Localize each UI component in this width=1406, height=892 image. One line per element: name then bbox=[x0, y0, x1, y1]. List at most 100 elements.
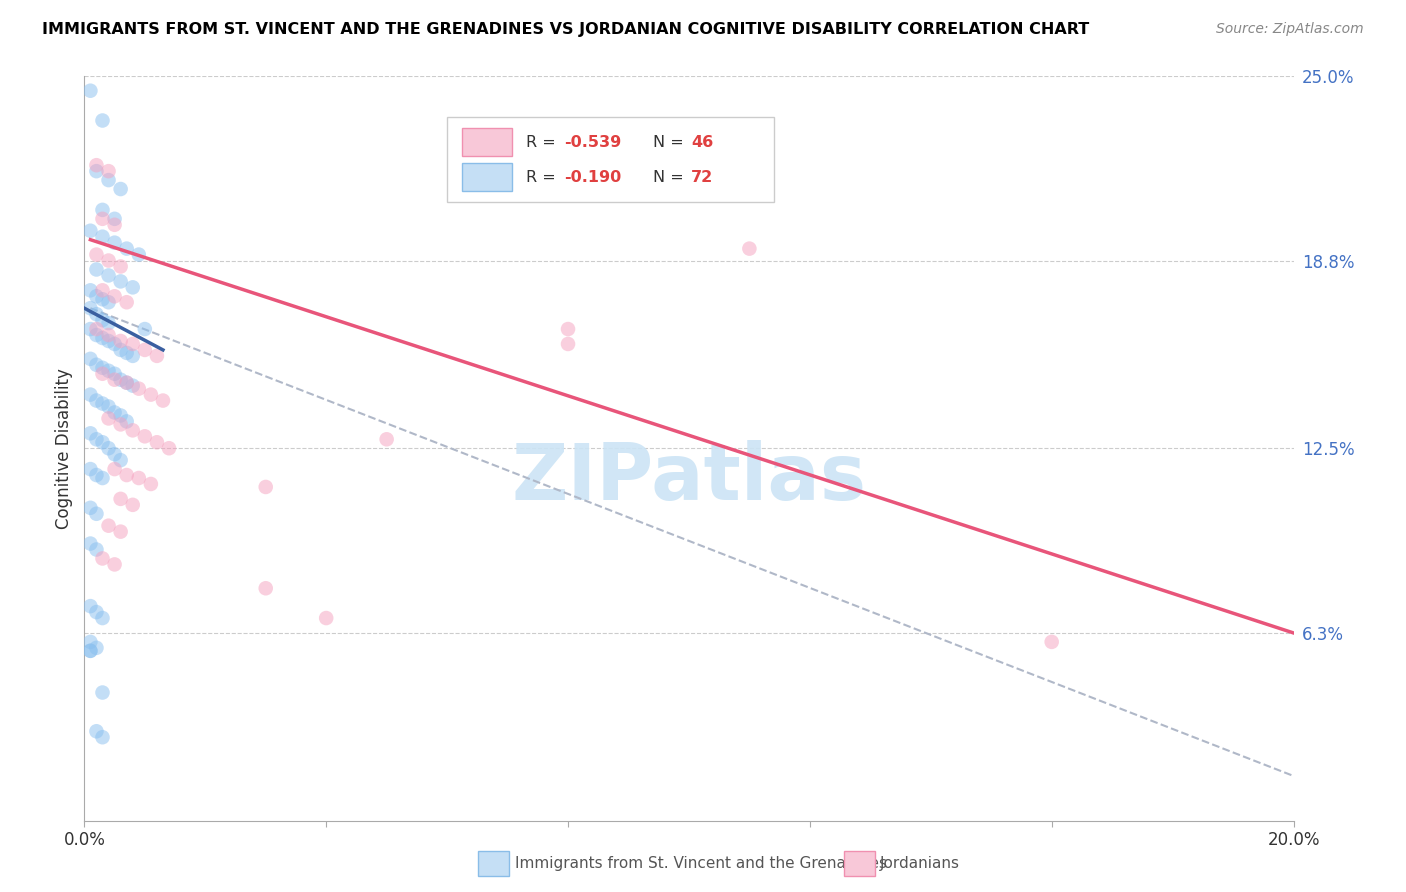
Point bbox=[104, 558, 127, 572]
Point bbox=[110, 409, 132, 423]
Point bbox=[91, 229, 114, 244]
Point bbox=[86, 393, 108, 408]
Text: ZIPatlas: ZIPatlas bbox=[512, 440, 866, 516]
Point bbox=[79, 500, 101, 515]
Point bbox=[97, 328, 120, 343]
Point bbox=[315, 611, 337, 625]
Point bbox=[79, 644, 101, 658]
Point bbox=[115, 376, 138, 390]
Point bbox=[79, 426, 101, 441]
Point bbox=[157, 442, 180, 455]
Point bbox=[91, 471, 114, 485]
Point bbox=[104, 211, 127, 226]
Point bbox=[97, 253, 120, 268]
Point bbox=[79, 644, 101, 658]
Point bbox=[86, 322, 108, 336]
Point bbox=[121, 280, 143, 294]
Point bbox=[79, 351, 101, 366]
Point bbox=[91, 396, 114, 410]
Point bbox=[86, 247, 108, 261]
Point bbox=[115, 346, 138, 360]
Y-axis label: Cognitive Disability: Cognitive Disability bbox=[55, 368, 73, 529]
Point bbox=[104, 235, 127, 250]
Point bbox=[79, 599, 101, 614]
Point bbox=[79, 84, 101, 98]
Point bbox=[97, 295, 120, 310]
Point bbox=[146, 435, 169, 450]
Point bbox=[134, 322, 156, 336]
Text: 46: 46 bbox=[692, 136, 714, 151]
Point bbox=[128, 247, 150, 261]
Point bbox=[97, 400, 120, 414]
Point bbox=[97, 173, 120, 187]
Point bbox=[110, 373, 132, 387]
Point bbox=[128, 471, 150, 485]
Point bbox=[91, 331, 114, 345]
Point bbox=[375, 432, 398, 446]
Point bbox=[104, 373, 127, 387]
Point bbox=[86, 507, 108, 521]
Point bbox=[86, 724, 108, 739]
Point bbox=[91, 313, 114, 327]
Point bbox=[79, 301, 101, 316]
Text: -0.539: -0.539 bbox=[564, 136, 621, 151]
Point bbox=[110, 182, 132, 196]
Point bbox=[115, 295, 138, 310]
Point bbox=[104, 447, 127, 461]
FancyBboxPatch shape bbox=[461, 163, 512, 191]
Point bbox=[97, 316, 120, 330]
Point bbox=[110, 260, 132, 274]
Point bbox=[134, 429, 156, 443]
Point bbox=[86, 640, 108, 655]
Point bbox=[121, 349, 143, 363]
FancyBboxPatch shape bbox=[447, 117, 773, 202]
Point bbox=[86, 542, 108, 557]
Point bbox=[139, 477, 162, 491]
Point bbox=[152, 393, 174, 408]
Text: N =: N = bbox=[652, 169, 689, 185]
Point bbox=[254, 581, 277, 595]
Point bbox=[79, 635, 101, 649]
Point bbox=[110, 524, 132, 539]
Point bbox=[254, 480, 277, 494]
Text: R =: R = bbox=[526, 169, 561, 185]
Point bbox=[738, 242, 761, 256]
Point bbox=[91, 367, 114, 381]
Point bbox=[91, 211, 114, 226]
Point bbox=[115, 376, 138, 390]
Point bbox=[91, 113, 114, 128]
Point bbox=[79, 462, 101, 476]
Point bbox=[110, 417, 132, 432]
Point bbox=[121, 337, 143, 351]
Text: N =: N = bbox=[652, 136, 689, 151]
Point bbox=[104, 218, 127, 232]
Point bbox=[104, 337, 127, 351]
Point bbox=[104, 289, 127, 303]
Point bbox=[97, 442, 120, 455]
Point bbox=[91, 283, 114, 297]
Point bbox=[79, 283, 101, 297]
Point bbox=[1040, 635, 1063, 649]
Point bbox=[104, 462, 127, 476]
FancyBboxPatch shape bbox=[461, 128, 512, 156]
Point bbox=[139, 387, 162, 401]
Point bbox=[86, 307, 108, 321]
Text: Jordanians: Jordanians bbox=[880, 856, 960, 871]
Point bbox=[86, 262, 108, 277]
Point bbox=[97, 518, 120, 533]
Text: Immigrants from St. Vincent and the Grenadines: Immigrants from St. Vincent and the Gren… bbox=[515, 856, 887, 871]
Point bbox=[97, 164, 120, 178]
Point bbox=[115, 468, 138, 483]
Text: Source: ZipAtlas.com: Source: ZipAtlas.com bbox=[1216, 22, 1364, 37]
Point bbox=[97, 334, 120, 348]
Point bbox=[110, 334, 132, 348]
Point bbox=[91, 293, 114, 307]
Point bbox=[86, 605, 108, 619]
Point bbox=[91, 435, 114, 450]
Point bbox=[86, 468, 108, 483]
Point bbox=[86, 289, 108, 303]
Point bbox=[134, 343, 156, 357]
Point bbox=[91, 730, 114, 744]
Point bbox=[121, 378, 143, 392]
Point bbox=[97, 411, 120, 425]
